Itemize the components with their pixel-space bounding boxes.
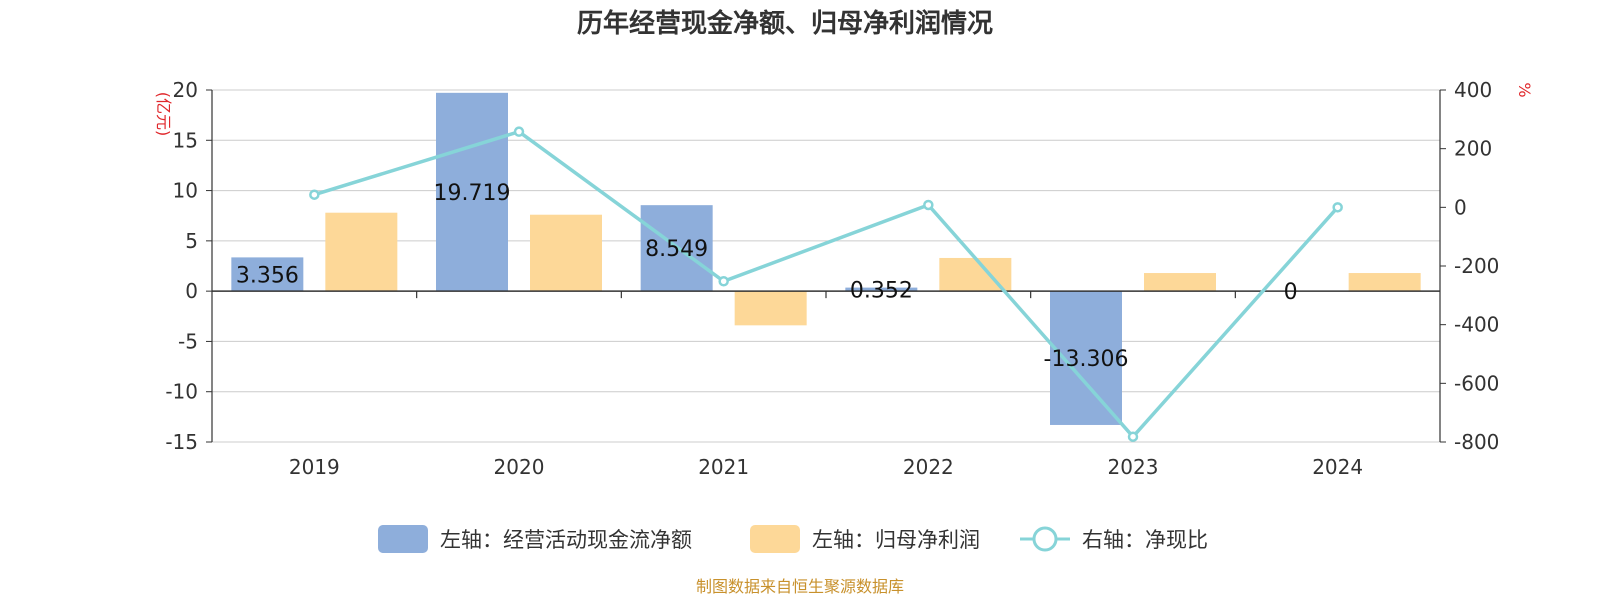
left-axis-tick-label: 0 [185, 279, 198, 303]
grid-lines [212, 89, 1440, 443]
x-axis-label: 2024 [1312, 455, 1363, 479]
left-axis-tick-label: -15 [165, 430, 198, 454]
ratio-point [1127, 431, 1139, 442]
profit-bar [1144, 273, 1216, 292]
legend-item-ratio[interactable]: 右轴：净现比 [1020, 526, 1208, 552]
right-axis-tick-label: 0 [1454, 195, 1467, 219]
cashflow-data-label: 8.549 [645, 237, 708, 262]
right-axis-tick-label: 200 [1454, 137, 1492, 161]
left-axis-tick-label: -5 [178, 329, 198, 353]
ratio-line-path [313, 129, 1339, 440]
ratio-point [718, 276, 729, 287]
x-axis-label: 2023 [1108, 455, 1159, 479]
legend-item-cashflow[interactable]: 左轴：经营活动现金流净额 [378, 525, 692, 553]
ratio-point [309, 189, 320, 200]
right-axis-tick-label: -400 [1454, 313, 1499, 337]
cashflow-bar [231, 257, 304, 292]
x-axis-label: 2020 [494, 455, 545, 479]
cashflow-data-label: 0.352 [850, 278, 913, 303]
left-axis-tick-label: 10 [173, 179, 198, 203]
left-axis: 20 15 10 5 0 -5 -10 -15 [165, 78, 213, 454]
ratio-point [1332, 202, 1343, 213]
right-axis-tick-label: -200 [1454, 254, 1499, 278]
legend-label-profit: 左轴：归母净利润 [812, 528, 980, 552]
cashflow-data-label: 3.356 [236, 263, 299, 288]
ratio-point [923, 199, 934, 211]
chart-title: 历年经营现金净额、归母净利润情况 [577, 8, 993, 39]
cashflow-data-label: -13.306 [1044, 347, 1129, 372]
x-axis-label: 2021 [698, 455, 749, 479]
profit-bar [734, 291, 807, 326]
cashflow-data-label: 19.719 [434, 181, 511, 206]
legend-swatch-cashflow [378, 525, 428, 553]
right-axis: 400 200 0 -200 -400 -600 -800 [1439, 78, 1499, 454]
legend-label-ratio: 右轴：净现比 [1082, 528, 1208, 552]
right-axis-unit: % [1515, 82, 1534, 97]
profit-bar [1348, 273, 1421, 292]
source-note: 制图数据来自恒生聚源数据库 [696, 577, 904, 596]
profit-bar [325, 212, 398, 292]
left-axis-tick-label: 20 [173, 78, 198, 102]
legend-item-profit[interactable]: 左轴：归母净利润 [750, 525, 980, 553]
left-axis-unit: (亿元) [154, 92, 173, 137]
cashflow-data-label: 0 [1284, 280, 1298, 305]
legend-swatch-profit [750, 525, 800, 553]
cashflow-bar [845, 287, 918, 292]
x-axis-label: 2019 [289, 455, 340, 479]
legend-label-cashflow: 左轴：经营活动现金流净额 [440, 528, 692, 552]
cashflow-bar [436, 92, 508, 292]
x-axis-labels: 2019 2020 2021 2022 2023 2024 [289, 455, 1363, 479]
legend: 左轴：经营活动现金流净额 左轴：归母净利润 右轴：净现比 [378, 525, 1208, 553]
legend-swatch-ratio-marker [1032, 526, 1058, 552]
profit-bar [530, 214, 602, 292]
right-axis-tick-label: -800 [1454, 430, 1499, 454]
ratio-point [513, 126, 525, 137]
left-axis-tick-label: -10 [165, 380, 198, 404]
x-axis [212, 290, 1440, 299]
data-labels: 3.356 19.719 8.549 0.352 -13.306 0 [236, 181, 1298, 372]
x-axis-label: 2022 [903, 455, 954, 479]
ratio-line [309, 126, 1343, 442]
bars [231, 92, 1421, 425]
left-axis-tick-label: 5 [185, 229, 198, 253]
left-axis-tick-label: 15 [173, 128, 198, 152]
right-axis-tick-label: -600 [1454, 371, 1499, 395]
right-axis-tick-label: 400 [1454, 78, 1492, 102]
